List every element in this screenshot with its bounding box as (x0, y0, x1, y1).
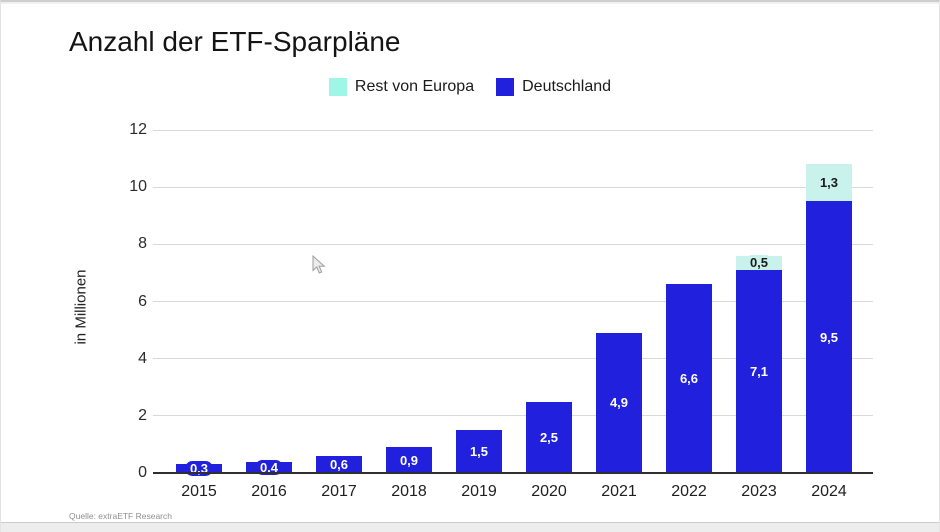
x-tick-label-2019: 2019 (461, 483, 497, 500)
bar-deutschland-2017[interactable]: 0,6 (316, 455, 362, 473)
x-axis-labels: 2015 2016 2017 2018 2019 2020 2021 2022 2023 2024 (153, 483, 873, 503)
bar-value-label: 1,5 (469, 444, 489, 460)
x-tick-label-2017: 2017 (321, 483, 357, 500)
gridline (153, 129, 873, 131)
y-tick-label: 0 (138, 464, 147, 481)
bar-deutschland-2020[interactable]: 2,5 (526, 401, 572, 473)
gridline (153, 415, 873, 417)
bar-value-label: 0,6 (329, 456, 349, 472)
bar-deutschland-2018[interactable]: 0,9 (386, 447, 432, 473)
y-tick-label: 12 (129, 121, 147, 138)
plot-area: 0,3 0,4 0,6 0,9 1,5 2,5 4,9 6,6 7,1 0,5 9,5 1,3 (153, 122, 873, 477)
x-tick-label-2020: 2020 (531, 483, 567, 500)
legend-swatch-rest-von-europa (328, 78, 347, 96)
bar-deutschland-2024[interactable]: 9,5 (806, 201, 852, 473)
chart-legend: Rest von Europa Deutschland (1, 78, 939, 96)
top-border (1, 2, 939, 4)
bar-deutschland-2019[interactable]: 1,5 (456, 430, 502, 473)
y-tick-label: 10 (129, 178, 147, 196)
bar-value-label: 0,5 (744, 255, 774, 271)
gridline (153, 186, 873, 188)
x-tick-label-2022: 2022 (671, 483, 707, 500)
bar-value-label: 9,5 (819, 329, 839, 345)
gridline (153, 301, 873, 302)
bar-deutschland-2023[interactable]: 7,1 (736, 270, 782, 473)
y-tick-label: 2 (138, 406, 147, 424)
bar-deutschland-2022[interactable]: 6,6 (666, 284, 712, 473)
bar-value-label: 4,9 (609, 395, 629, 411)
bar-value-label: 0,4 (254, 459, 284, 475)
x-tick-label-2024: 2024 (811, 483, 847, 500)
x-tick-label-2016: 2016 (251, 483, 287, 500)
bar-value-label: 1,3 (819, 175, 839, 191)
x-tick-label-2023: 2023 (741, 483, 777, 500)
x-tick-label-2021: 2021 (601, 483, 637, 500)
y-tick-label: 8 (138, 235, 147, 253)
legend-item-deutschland: Deutschland (496, 78, 611, 96)
x-tick-label-2018: 2018 (391, 483, 427, 500)
x-axis-line (153, 472, 873, 474)
legend-label-rest-von-europa: Rest von Europa (354, 78, 475, 95)
bar-deutschland-2021[interactable]: 4,9 (596, 332, 642, 473)
bar-value-label: 2,5 (539, 429, 559, 445)
bar-value-label: 6,6 (679, 371, 699, 387)
gridline (153, 358, 873, 360)
y-tick-label: 4 (138, 349, 147, 367)
chart-title: Anzahl der ETF-Sparpläne (69, 26, 401, 57)
source-note: Quelle: extraETF Research (69, 511, 172, 521)
legend-swatch-deutschland (496, 78, 515, 96)
gridline (153, 243, 873, 245)
bottom-border (1, 522, 939, 532)
bar-value-label: 7,1 (749, 364, 769, 380)
bar-rest-von-europa-2023[interactable]: 0,5 (736, 255, 782, 271)
bar-rest-von-europa-2024[interactable]: 1,3 (806, 164, 852, 202)
x-tick-label-2015: 2015 (181, 483, 217, 500)
legend-label-deutschland: Deutschland (522, 78, 612, 95)
legend-item-rest-von-europa: Rest von Europa (328, 78, 475, 96)
y-tick-label: 6 (138, 292, 147, 310)
bar-deutschland-2016[interactable]: 0,4 (246, 459, 292, 475)
mouse-cursor-icon (312, 255, 326, 274)
bar-value-label: 0,9 (399, 452, 419, 468)
